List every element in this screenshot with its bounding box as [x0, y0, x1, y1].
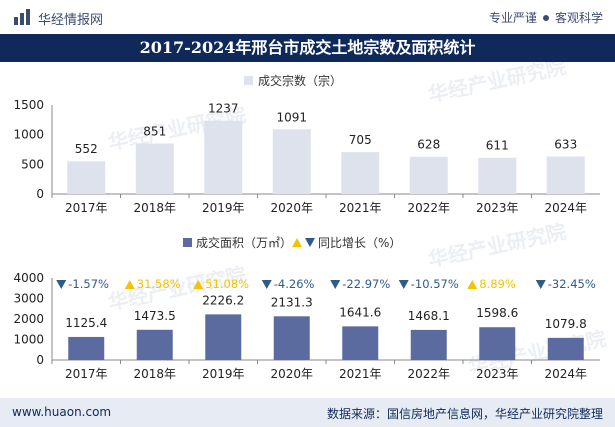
footer-site: www.huaon.com — [12, 405, 112, 419]
growth-down-icon — [261, 280, 272, 289]
watermark-1: 华经产业研究院 — [426, 62, 568, 107]
growth-up-icon — [124, 280, 135, 289]
growth-label: -4.26% — [274, 277, 315, 291]
growth-label: -1.57% — [68, 277, 109, 291]
data-label-count: 611 — [486, 139, 509, 153]
bar-count — [67, 161, 106, 194]
y-tick-area: 1000 — [13, 333, 44, 347]
data-label-count: 705 — [349, 133, 372, 147]
x-tick-area: 2023年 — [476, 367, 519, 381]
growth-up-icon — [467, 280, 478, 289]
data-label-area: 1598.6 — [476, 306, 518, 320]
separator-dot — [542, 14, 549, 21]
y-tick-area: 0 — [36, 353, 44, 367]
bar-count — [478, 157, 517, 194]
y-tick-count: 1000 — [13, 128, 44, 142]
data-label-area: 2226.2 — [202, 293, 244, 307]
x-tick-area: 2024年 — [544, 367, 587, 381]
growth-down-icon — [56, 280, 67, 289]
footer-source: 数据来源：国信房地产信息网，华经产业研究院整理 — [326, 407, 603, 421]
data-label-area: 1079.8 — [545, 317, 587, 331]
bar-area — [273, 316, 310, 360]
data-label-count: 633 — [554, 137, 577, 151]
growth-label: 31.58% — [137, 277, 181, 291]
legend-up-triangle — [292, 238, 302, 247]
bar-count — [546, 156, 585, 194]
legend-label-count: 成交宗数（宗） — [258, 73, 342, 88]
growth-down-icon — [398, 280, 409, 289]
bar-area — [410, 329, 447, 360]
x-tick-count: 2022年 — [407, 201, 450, 215]
x-tick-count: 2023年 — [476, 201, 519, 215]
growth-label: 51.08% — [205, 277, 249, 291]
x-tick-area: 2017年 — [65, 367, 108, 381]
brand-tags: 专业严谨 客观科学 — [489, 9, 603, 26]
x-tick-area: 2020年 — [270, 367, 313, 381]
bar-area — [479, 327, 516, 360]
growth-label: -22.97% — [342, 277, 390, 291]
chart-title: 2017-2024年邢台市成交土地宗数及面积统计 — [139, 38, 476, 57]
bar-count — [135, 143, 174, 194]
bar-area — [136, 329, 173, 360]
data-label-count: 628 — [417, 138, 440, 152]
y-tick-area: 4000 — [13, 271, 44, 285]
bar-area — [205, 314, 242, 360]
legend-label-growth: 同比增长（%） — [318, 236, 401, 250]
top-bar: 华经情报网 专业严谨 客观科学 — [0, 0, 615, 34]
bar-count — [341, 152, 380, 194]
legend-label-area: 成交面积（万㎡） — [196, 235, 292, 250]
x-tick-area: 2021年 — [339, 367, 382, 381]
chart-area: 华经产业研究院华经产业研究院华经产业研究院华经产业研究院华经产业研究院成交宗数（… — [13, 62, 608, 381]
bar-count — [272, 129, 311, 194]
bar-area — [547, 337, 584, 360]
title-bar: 2017-2024年邢台市成交土地宗数及面积统计 — [0, 34, 615, 62]
bar-count — [204, 120, 243, 194]
legend-down-triangle — [305, 238, 315, 247]
data-label-area: 1468.1 — [408, 309, 450, 323]
data-label-area: 1641.6 — [339, 305, 381, 319]
growth-label: -32.45% — [548, 277, 596, 291]
tag-professional: 专业严谨 — [488, 11, 537, 25]
data-label-count: 851 — [143, 125, 166, 139]
x-tick-count: 2019年 — [202, 201, 245, 215]
x-tick-area: 2022年 — [407, 367, 450, 381]
data-label-count: 1237 — [208, 102, 239, 116]
x-tick-area: 2018年 — [133, 367, 176, 381]
logo-icon — [14, 9, 30, 25]
growth-label: -10.57% — [411, 277, 459, 291]
growth-down-icon — [535, 280, 546, 289]
bar-area — [68, 336, 105, 360]
bar-area — [342, 326, 379, 360]
brand-name: 华经情报网 — [38, 13, 104, 28]
growth-up-icon — [193, 280, 204, 289]
watermark-3: 华经产业研究院 — [426, 219, 568, 272]
growth-label: 8.89% — [479, 277, 516, 291]
data-label-area: 1473.5 — [134, 309, 176, 323]
data-label-count: 1091 — [276, 110, 307, 124]
y-tick-area: 2000 — [13, 312, 44, 326]
x-tick-count: 2021年 — [339, 201, 382, 215]
x-tick-count: 2020年 — [270, 201, 313, 215]
y-tick-count: 500 — [21, 157, 44, 171]
data-label-area: 2131.3 — [271, 295, 313, 309]
data-label-area: 1125.4 — [65, 316, 107, 330]
data-label-count: 552 — [75, 142, 98, 156]
y-tick-count: 0 — [36, 187, 44, 201]
growth-down-icon — [330, 280, 341, 289]
bar-count — [409, 156, 448, 194]
y-tick-count: 1500 — [13, 98, 44, 112]
y-tick-area: 3000 — [13, 292, 44, 306]
footer: www.huaon.com 数据来源：国信房地产信息网，华经产业研究院整理 — [0, 398, 615, 427]
x-tick-count: 2018年 — [133, 201, 176, 215]
x-tick-count: 2024年 — [544, 201, 587, 215]
legend-swatch-count — [244, 76, 253, 85]
x-tick-count: 2017年 — [65, 201, 108, 215]
x-tick-area: 2019年 — [202, 367, 245, 381]
tag-objective: 客观科学 — [554, 11, 603, 25]
legend-swatch-area — [183, 238, 192, 247]
